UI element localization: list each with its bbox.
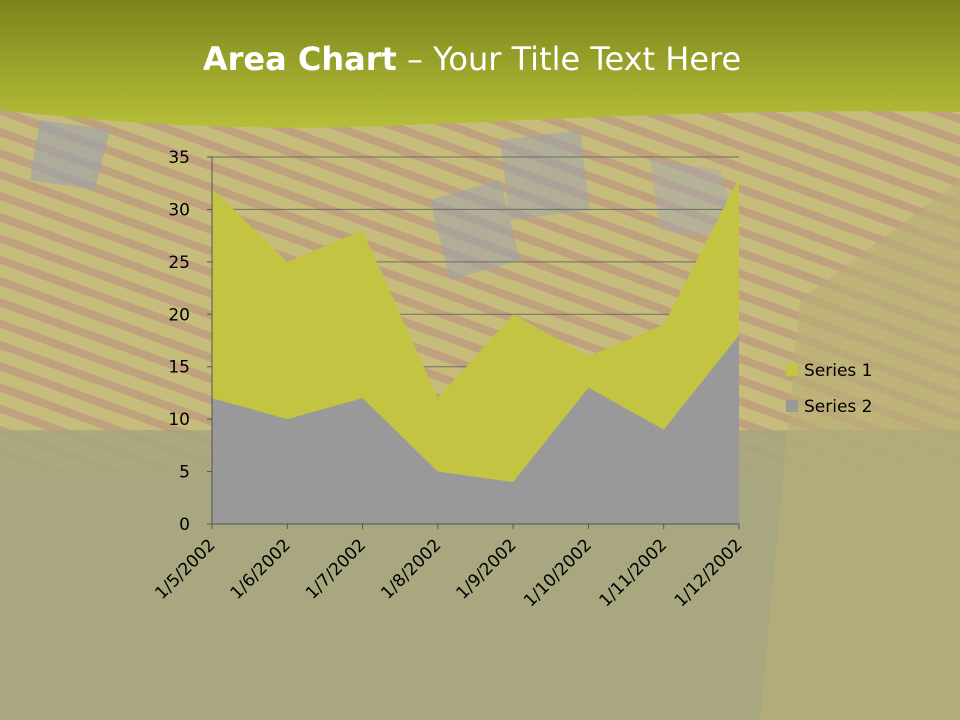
x-tick-label: 1/7/2002 [302,535,370,603]
x-tick-label: 1/6/2002 [227,535,295,603]
legend-label-2: Series 2 [804,397,873,417]
slide-title: Area Chart – Your Title Text Here [0,40,944,78]
legend: Series 1 Series 2 [786,361,873,417]
legend-swatch-2 [786,400,798,412]
y-tick-label: 30 [168,200,190,220]
legend-label-1: Series 1 [804,361,873,381]
x-tick-label: 1/9/2002 [453,535,521,603]
x-tick-label: 1/12/2002 [671,535,747,611]
y-tick-label: 35 [168,148,190,168]
axes [207,156,740,529]
y-tick-label: 20 [168,305,190,325]
y-tick-label: 10 [168,410,190,430]
x-tick-label: 1/8/2002 [377,535,445,603]
y-tick-label: 0 [179,515,190,535]
y-tick-label: 15 [168,358,190,378]
x-tick-label: 1/11/2002 [595,535,671,611]
x-tick-label: 1/10/2002 [520,535,596,611]
title-rest: – Your Title Text Here [396,40,742,78]
series-area-2 [212,335,739,524]
y-tick-label: 5 [179,463,190,483]
title-bold: Area Chart [202,40,397,78]
plot-areas [212,177,739,524]
x-tick-label: 1/5/2002 [151,535,219,603]
header-band [0,0,960,128]
y-tick-label: 25 [168,253,190,273]
legend-swatch-1 [786,364,798,376]
y-axis-ticks: 0 5 10 15 20 25 30 35 [168,148,190,535]
x-axis-ticks: 1/5/2002 1/6/2002 1/7/2002 1/8/2002 1/9/2002… [151,535,746,611]
